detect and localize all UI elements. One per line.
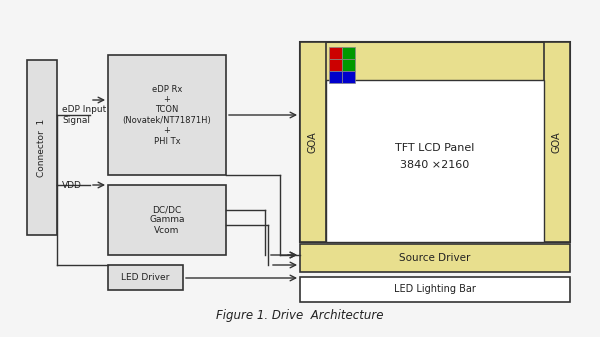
Bar xyxy=(300,42,326,242)
Text: LED Lighting Bar: LED Lighting Bar xyxy=(394,284,476,295)
Text: GOA: GOA xyxy=(308,131,318,153)
Bar xyxy=(300,42,570,242)
Text: DC/DC
Gamma
Vcom: DC/DC Gamma Vcom xyxy=(149,205,185,235)
Bar xyxy=(300,277,570,302)
Bar xyxy=(108,185,226,255)
Text: Figure 1. Drive  Architecture: Figure 1. Drive Architecture xyxy=(216,308,384,321)
Bar xyxy=(329,47,342,59)
Text: GOA: GOA xyxy=(552,131,562,153)
Bar xyxy=(27,60,57,235)
Text: Source Driver: Source Driver xyxy=(400,253,470,263)
Text: TFT LCD Panel: TFT LCD Panel xyxy=(395,143,475,153)
Bar xyxy=(544,42,570,242)
Text: 3840 ×2160: 3840 ×2160 xyxy=(400,160,470,170)
Text: eDP Rx
+
TCON
(Novatek/NT71871H)
+
PHI Tx: eDP Rx + TCON (Novatek/NT71871H) + PHI T… xyxy=(122,85,211,146)
Text: eDP Input
Signal: eDP Input Signal xyxy=(62,105,106,125)
Bar xyxy=(108,265,183,290)
Bar xyxy=(326,80,544,242)
Bar xyxy=(342,47,355,59)
Bar xyxy=(329,71,342,83)
Bar xyxy=(342,59,355,71)
Bar xyxy=(108,55,226,175)
Bar xyxy=(342,71,355,83)
Text: Connector  1: Connector 1 xyxy=(37,118,47,177)
Bar xyxy=(329,59,342,71)
Text: VDD: VDD xyxy=(62,181,82,189)
Bar xyxy=(300,244,570,272)
Text: LED Driver: LED Driver xyxy=(121,273,170,282)
